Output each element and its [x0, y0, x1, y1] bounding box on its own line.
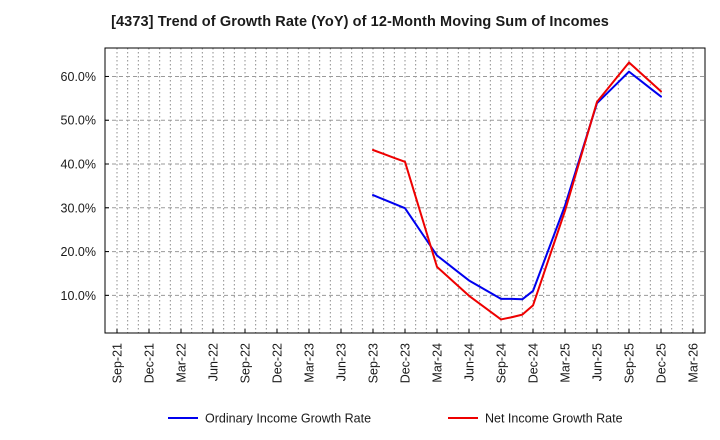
- x-axis-tick-label: Mar-22: [175, 343, 189, 383]
- y-axis-tick-label: 40.0%: [61, 158, 96, 172]
- x-axis-tick-label: Dec-23: [399, 343, 413, 383]
- x-axis-tick-label: Dec-25: [655, 343, 669, 383]
- y-axis-tick-label: 50.0%: [61, 114, 96, 128]
- x-axis-tick-label: Jun-25: [591, 343, 605, 381]
- x-axis-tick-label: Sep-22: [239, 343, 253, 383]
- plot-frame: [104, 47, 706, 334]
- legend-label: Ordinary Income Growth Rate: [205, 412, 371, 426]
- series-line: [372, 61, 662, 321]
- series-line: [372, 70, 662, 301]
- plot-border: [104, 47, 706, 334]
- x-axis-tick-label: Mar-24: [431, 343, 445, 383]
- x-axis-tick-label: Mar-25: [559, 343, 573, 383]
- x-axis-tick-labels: Sep-21 Dec-21 Mar-22 Jun-22 Sep-22 Dec-22 Mar-…: [111, 329, 701, 383]
- data-series-lines: [372, 61, 662, 321]
- x-axis-tick-label: Sep-24: [495, 343, 509, 383]
- x-axis-tick-label: Mar-23: [303, 343, 317, 383]
- x-axis-tick-label: Sep-23: [367, 343, 381, 383]
- x-axis-tick-label: Sep-21: [111, 343, 125, 383]
- y-axis-tick-label: 10.0%: [61, 289, 96, 303]
- x-axis-tick-label: Sep-25: [623, 343, 637, 383]
- x-axis-tick-label: Jun-24: [463, 343, 477, 381]
- x-axis-tick-label: Jun-23: [335, 343, 349, 381]
- chart-legend: Ordinary Income Growth Rate Net Income Gr…: [168, 412, 623, 426]
- x-axis-tick-label: Dec-22: [271, 343, 285, 383]
- horizontal-gridlines: [105, 75, 705, 296]
- x-axis-tick-label: Dec-21: [143, 343, 157, 383]
- x-axis-tick-label: Dec-24: [527, 343, 541, 383]
- y-axis-tick-label: 60.0%: [61, 70, 96, 84]
- y-axis-tick-labels: 10.0% 20.0% 30.0% 40.0% 50.0% 60.0%: [61, 70, 109, 303]
- y-axis-tick-label: 20.0%: [61, 245, 96, 259]
- x-axis-tick-label: Mar-26: [687, 343, 701, 383]
- legend-label: Net Income Growth Rate: [485, 412, 623, 426]
- x-axis-tick-label: Jun-22: [207, 343, 221, 381]
- chart-title: [4373] Trend of Growth Rate (YoY) of 12-…: [111, 14, 609, 30]
- y-axis-tick-label: 30.0%: [61, 201, 96, 215]
